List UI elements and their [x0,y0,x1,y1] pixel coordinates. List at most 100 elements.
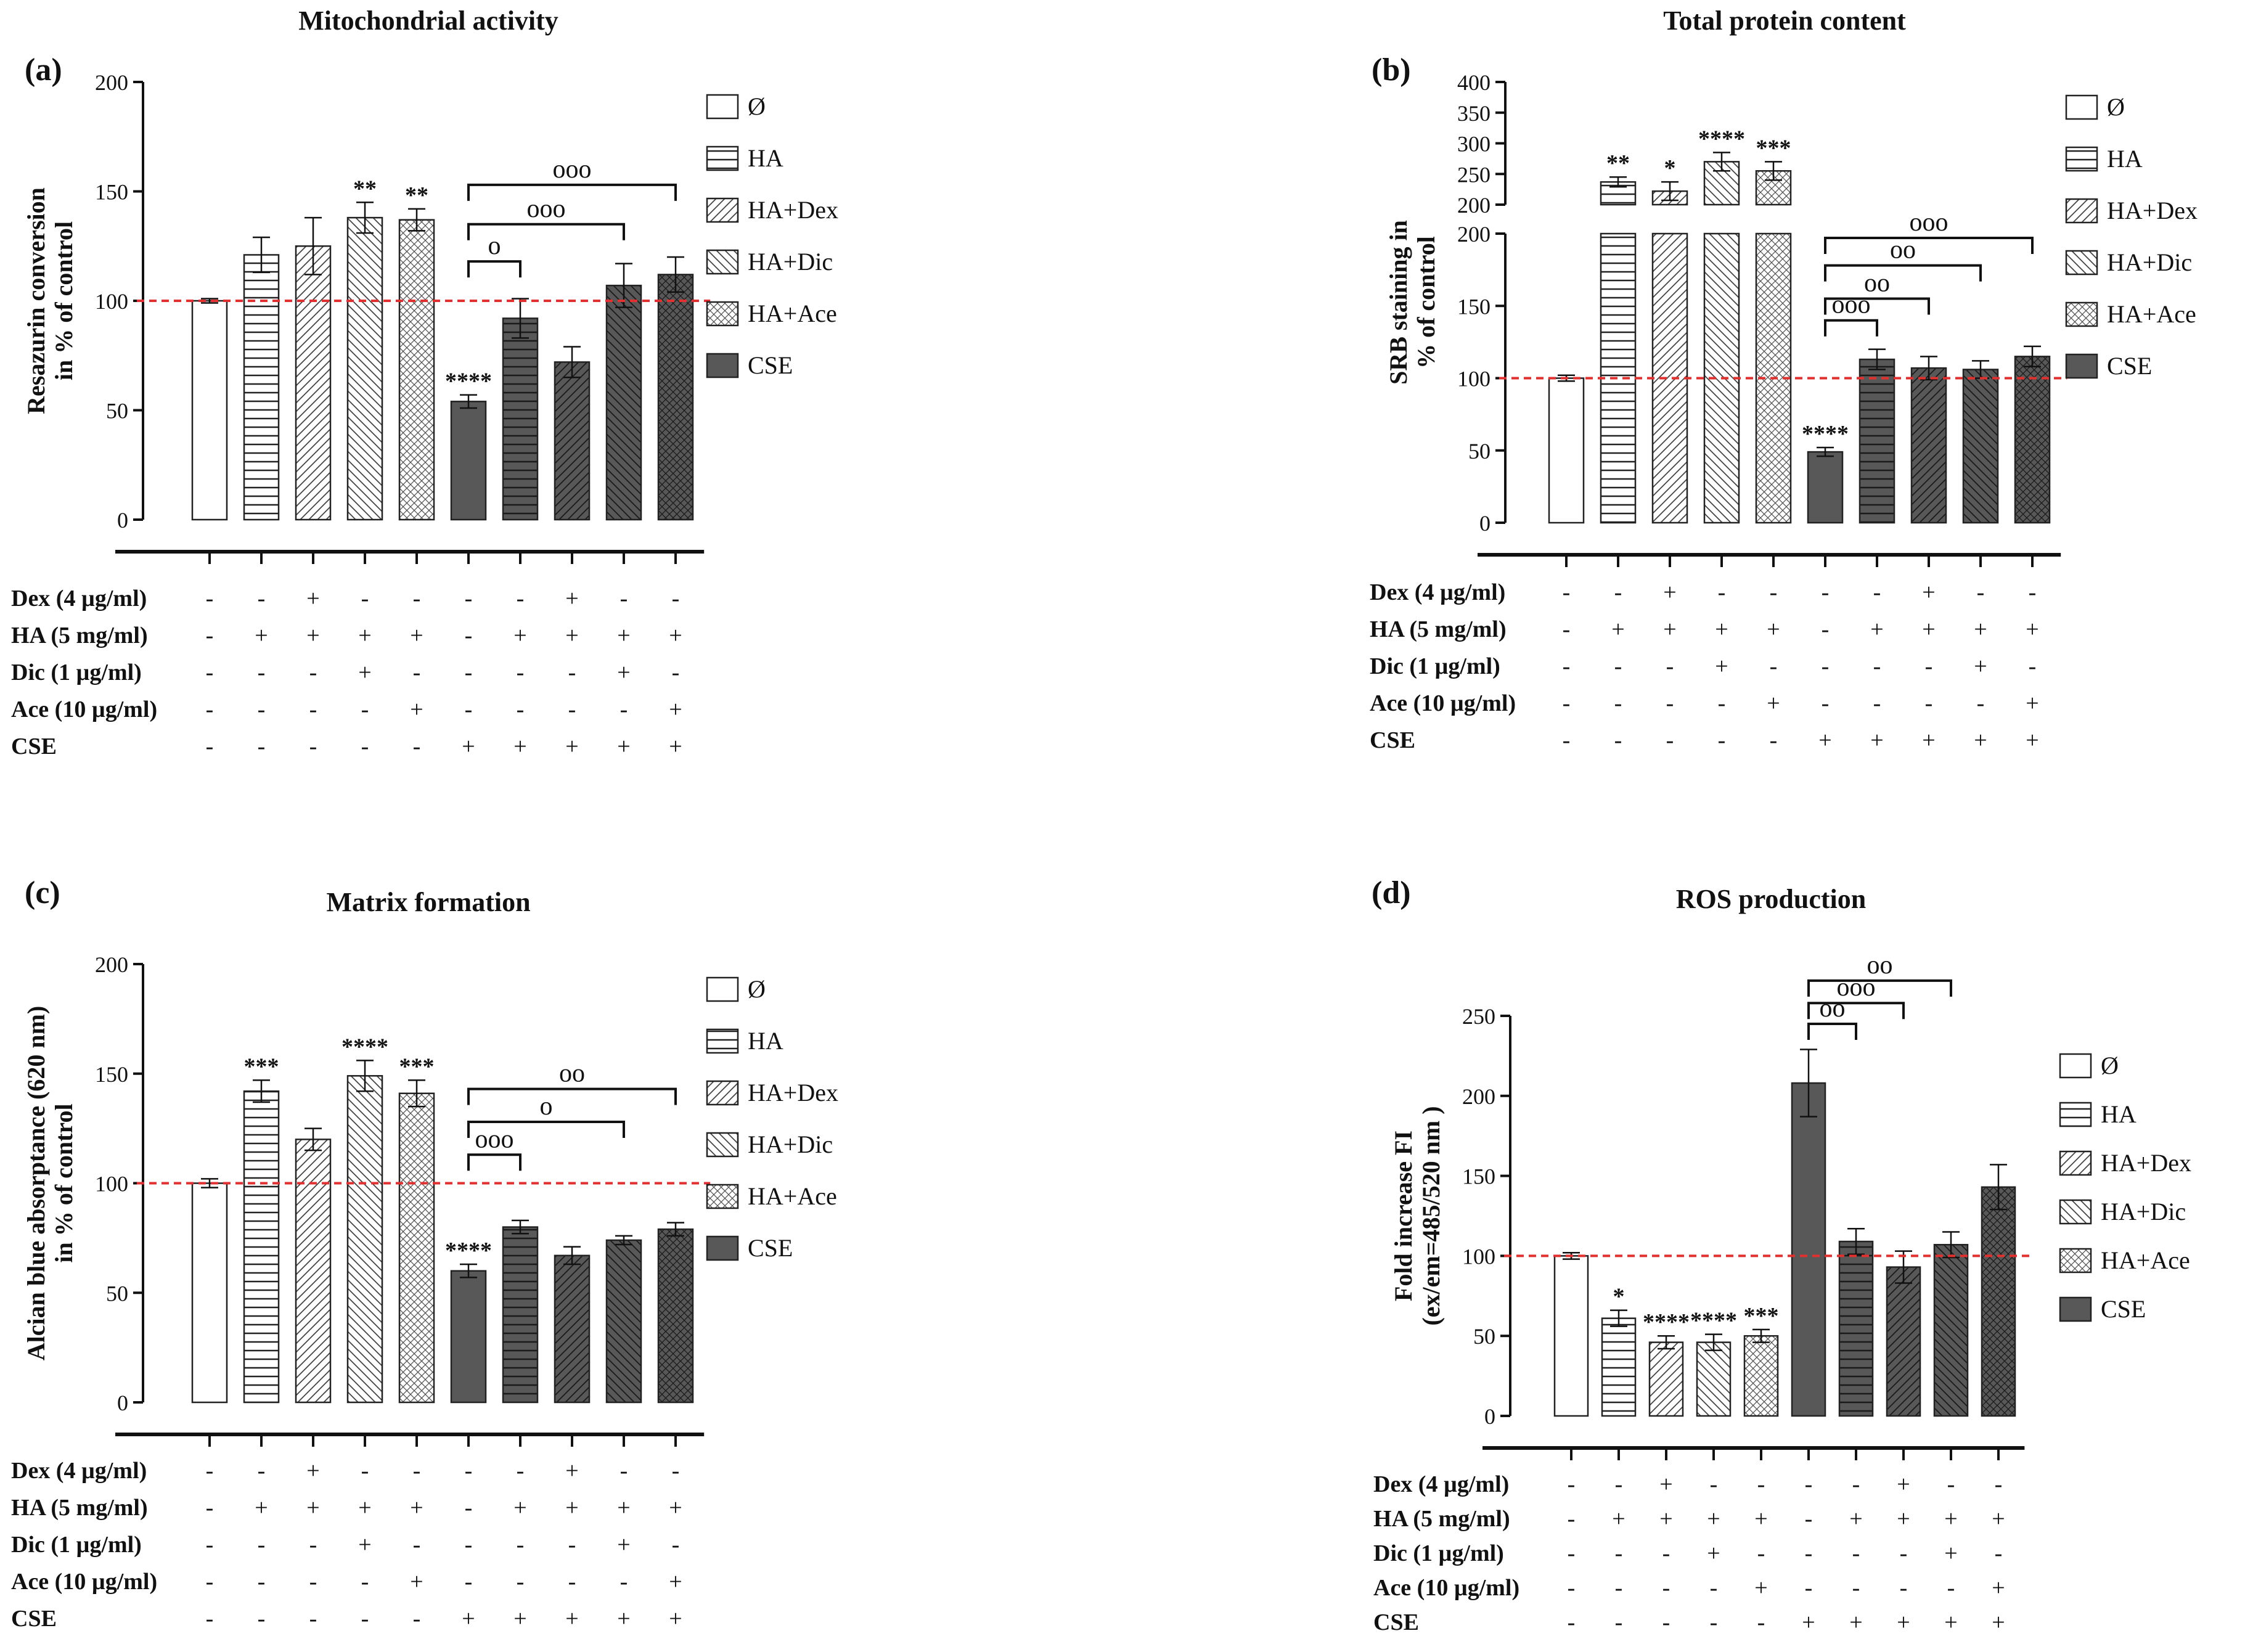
treatment-sign: - [413,734,421,759]
legend-label: HA+Dex [2107,197,2198,224]
y-tick-label: 350 [1457,101,1491,126]
treatment-sign: + [617,1532,630,1558]
treatment-row-label: CSE [11,1606,57,1632]
legend-label: HA+Dic [748,1131,833,1158]
legend-label: HA+Ace [2101,1246,2190,1274]
treatment-sign: - [1977,579,1985,605]
significance-stars: **** [1802,421,1849,447]
treatment-sign: - [1995,1471,2003,1497]
treatment-sign: - [465,1458,473,1484]
comparison-bracket [467,1153,521,1171]
treatment-sign: - [1662,1540,1670,1566]
legend-label: HA+Dex [748,196,838,224]
treatment-sign: - [1662,1609,1670,1635]
legend-label: HA [748,1027,783,1055]
significance-stars: *** [399,1053,435,1079]
significance-stars: *** [244,1053,279,1079]
treatment-sign: + [462,734,475,759]
treatment-sign: + [1922,579,1935,605]
treatment-sign: - [206,623,214,648]
treatment-sign: - [413,1458,421,1484]
y-axis-label: SRB staining in [1384,220,1412,385]
treatment-row-label: Dex (4 µg/ml) [1373,1471,1509,1497]
treatment-sign: - [1805,1575,1813,1601]
treatment-sign: - [620,697,628,722]
treatment-row-label: HA (5 mg/ml) [11,623,148,648]
legend-label: HA+Dic [2107,248,2192,276]
treatment-sign: + [669,1606,682,1632]
legend-label: CSE [2101,1295,2146,1323]
treatment-sign: + [1767,690,1780,716]
legend-swatch [2059,1102,2092,1127]
treatment-sign: + [306,1495,319,1521]
y-tick-label: 50 [1468,439,1491,464]
bar [1981,1186,2016,1417]
y-tick-label: 200 [1462,1084,1495,1109]
comparison-bracket [1807,1002,1905,1020]
bracket-significance-label: οο [1867,951,1893,979]
y-tick-label: 150 [95,180,128,205]
treatment-sign: - [465,1569,473,1595]
treatment-sign: - [517,586,525,611]
significance-stars: ** [1606,150,1630,176]
treatment-sign: + [617,623,630,648]
panel-label: (d) [1372,875,1411,910]
bar [295,245,332,521]
y-tick-label: 200 [95,70,128,95]
legend-swatch [2059,1296,2092,1322]
treatment-sign: + [1897,1609,1910,1635]
treatment-sign: - [568,1569,576,1595]
treatment-sign: + [513,734,526,759]
treatment-sign: + [617,1606,630,1632]
treatment-sign: - [1615,1471,1623,1497]
treatment-sign: - [258,697,266,722]
bar [605,1239,642,1404]
treatment-sign: - [258,660,266,685]
y-axis-label: in % of control [50,1103,78,1262]
bar [1696,1341,1732,1417]
bracket-significance-label: οο [559,1060,585,1088]
y-tick-label: 200 [1457,193,1491,218]
bar-lower-segment [1651,232,1688,524]
significance-stars: **** [1690,1308,1737,1334]
treatment-sign: - [1568,1506,1576,1532]
treatment-sign: - [2029,579,2037,605]
treatment-sign: - [1568,1471,1576,1497]
legend-swatch [706,145,739,171]
legend-swatch [2065,301,2098,327]
treatment-sign: - [1563,616,1571,642]
bracket-significance-label: οοο [527,195,566,223]
comparison-bracket [467,183,677,201]
treatment-sign: - [206,1495,214,1521]
treatment-sign: - [465,660,473,685]
legend-label: HA+Dic [2101,1198,2186,1225]
y-tick-label: 200 [1457,222,1491,247]
treatment-sign: + [669,734,682,759]
y-tick-label: 200 [95,952,128,977]
treatment-sign: + [255,1495,268,1521]
treatment-sign: - [672,1532,680,1558]
treatment-sign: - [517,660,525,685]
treatment-sign: + [1922,616,1935,642]
treatment-row-label: Dex (4 µg/ml) [11,586,147,611]
treatment-sign: + [306,586,319,611]
bracket-significance-label: οοο [1910,208,1949,237]
y-tick-label: 0 [117,1391,128,1415]
chart-title: ROS production [1676,884,1867,914]
treatment-sign: - [517,1458,525,1484]
treatment-sign: - [1710,1609,1718,1635]
bar [295,1139,332,1404]
treatment-sign: + [617,1495,630,1521]
treatment-sign: + [1870,616,1883,642]
legend-label: HA+Ace [2107,300,2196,328]
treatment-sign: + [1870,727,1883,753]
treatment-sign: + [1992,1506,2005,1532]
treatment-sign: + [1897,1506,1910,1532]
treatment-sign: + [565,586,578,611]
treatment-sign: - [1900,1575,1908,1601]
comparison-bracket [1807,1022,1857,1040]
treatment-sign: - [309,697,317,722]
treatment-sign: - [309,734,317,759]
significance-stars: ** [353,176,377,202]
legend-swatch [706,1028,739,1054]
